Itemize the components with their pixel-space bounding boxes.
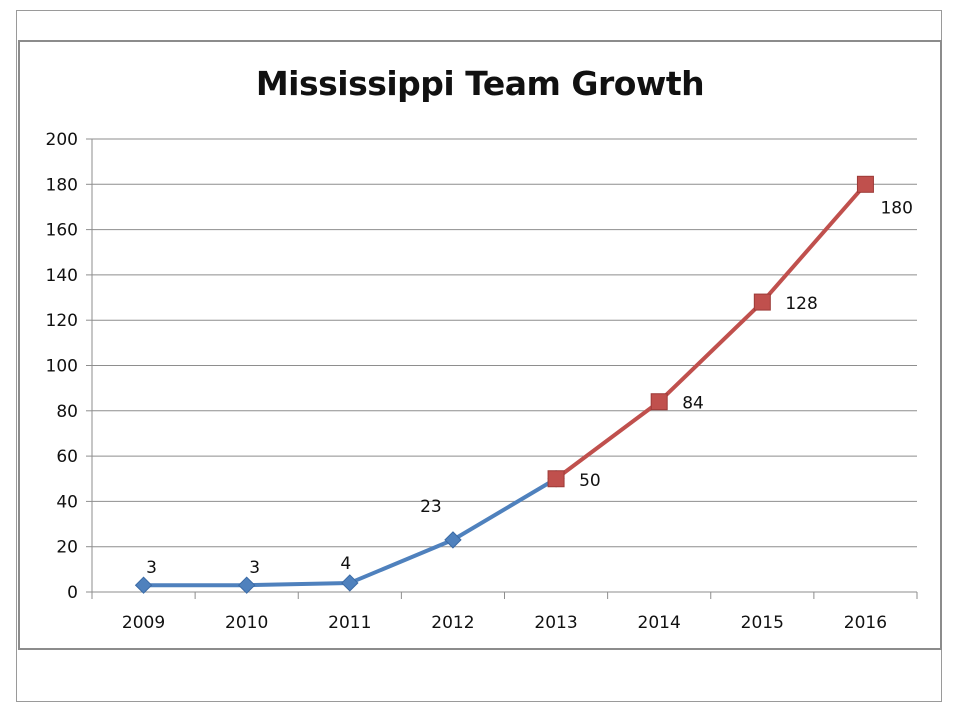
y-tick-label-100: 100 xyxy=(46,357,78,377)
x-tick-label-2011: 2011 xyxy=(328,613,371,633)
series-1-point-2013 xyxy=(547,470,565,488)
data-label-1-2016: 180 xyxy=(880,198,912,218)
data-label-1-2013: 50 xyxy=(579,471,601,491)
series-0-point-2011 xyxy=(341,574,359,592)
data-label-0-2011: 4 xyxy=(340,554,351,574)
data-label-0-2009: 3 xyxy=(146,558,157,578)
series-1-point-2015 xyxy=(753,293,771,311)
data-label-1-2014: 84 xyxy=(682,394,704,414)
y-tick-label-80: 80 xyxy=(56,402,78,422)
series-1-point-2014 xyxy=(650,393,668,411)
x-tick-label-2014: 2014 xyxy=(638,613,681,633)
x-axis-tick-labels: 2009 2010 2011 2012 2013 2014 2015 2016 xyxy=(122,613,887,633)
y-tick-label-20: 20 xyxy=(56,538,78,558)
axes xyxy=(86,138,918,599)
y-tick-label-140: 140 xyxy=(46,266,78,286)
data-label-0-2010: 3 xyxy=(249,558,260,578)
series-1-point-2016 xyxy=(856,175,874,193)
x-tick-label-2013: 2013 xyxy=(534,613,577,633)
series-0-point-2012 xyxy=(444,531,462,549)
y-tick-label-160: 160 xyxy=(46,221,78,241)
y-axis-tick-labels: 0 20 40 60 80 100 120 140 160 180 200 xyxy=(46,130,78,603)
series-0-point-2010 xyxy=(237,576,256,594)
x-tick-label-2012: 2012 xyxy=(431,613,474,633)
y-tick-label-200: 200 xyxy=(46,130,78,150)
chart-title: Mississippi Team Growth xyxy=(255,64,705,103)
y-tick-label-60: 60 xyxy=(56,447,78,467)
data-label-0-2012: 23 xyxy=(420,497,442,517)
series-group xyxy=(134,175,874,594)
y-tick-label-120: 120 xyxy=(46,311,78,331)
series-0-point-2009 xyxy=(134,576,153,594)
y-tick-label-40: 40 xyxy=(56,492,78,512)
series-1-line xyxy=(554,182,867,481)
y-tick-label-0: 0 xyxy=(67,583,78,603)
x-tick-label-2015: 2015 xyxy=(741,613,784,633)
y-tick-label-180: 180 xyxy=(46,175,78,195)
chart-area xyxy=(18,40,942,650)
x-tick-label-2016: 2016 xyxy=(844,613,887,633)
data-labels: 3 3 4 23 50 84 128 180 xyxy=(146,198,913,578)
data-label-1-2015: 128 xyxy=(785,294,817,314)
gridlines xyxy=(92,138,917,548)
x-tick-label-2010: 2010 xyxy=(225,613,268,633)
x-tick-label-2009: 2009 xyxy=(122,613,165,633)
